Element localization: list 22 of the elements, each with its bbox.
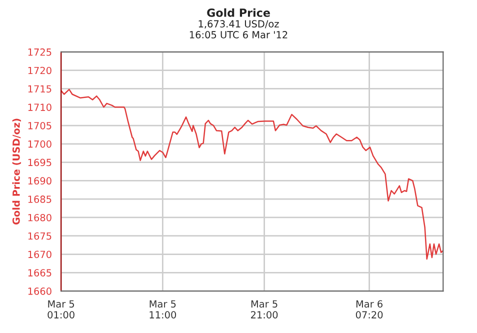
y-tick-label: 1680 [28, 214, 52, 222]
x-tick-label: Mar 5 11:00 [150, 300, 176, 318]
y-tick-label: 1705 [28, 122, 52, 130]
y-tick-label: 1685 [28, 196, 52, 203]
line-series [61, 88, 444, 260]
y-tick-label: 1715 [28, 85, 52, 93]
y-tick-label: 1700 [28, 140, 52, 148]
chart-subtitle: 1,673.41 USD/oz 16:05 UTC 6 Mar '12 [190, 20, 288, 38]
y-tick-label: 1720 [28, 66, 52, 74]
chart-title: Gold Price [207, 8, 270, 17]
y-tick-label: 1665 [28, 269, 52, 276]
y-tick-label: 1725 [28, 48, 52, 56]
y-tick-label: 1690 [28, 177, 52, 185]
y-tick-label: 1710 [28, 104, 52, 111]
y-axis-title: Gold Price (USD/oz) [12, 118, 21, 225]
y-tick-label: 1660 [28, 288, 52, 295]
y-tick-label: 1675 [28, 232, 52, 240]
x-tick-label: Mar 5 21:00 [250, 300, 278, 318]
y-tick-label: 1670 [28, 250, 52, 258]
x-tick-label: Mar 6 07:20 [356, 300, 383, 318]
y-tick-label: 1695 [28, 158, 52, 166]
x-tick-label: Mar 5 01:00 [48, 300, 74, 318]
